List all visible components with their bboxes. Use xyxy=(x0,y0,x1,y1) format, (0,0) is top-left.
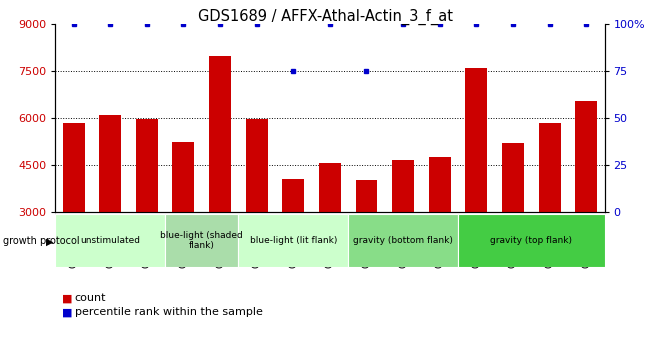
Text: blue-light (lit flank): blue-light (lit flank) xyxy=(250,236,337,245)
Text: gravity (bottom flank): gravity (bottom flank) xyxy=(353,236,453,245)
Bar xyxy=(282,179,304,212)
Bar xyxy=(356,180,378,212)
Bar xyxy=(458,214,604,267)
Text: ■: ■ xyxy=(62,294,72,303)
Bar xyxy=(392,159,414,212)
Bar xyxy=(429,157,450,212)
Bar xyxy=(99,115,121,212)
Bar xyxy=(239,214,348,267)
Bar xyxy=(539,123,560,212)
Text: blue-light (shaded
flank): blue-light (shaded flank) xyxy=(161,231,243,250)
Bar xyxy=(246,119,268,212)
Text: gravity (top flank): gravity (top flank) xyxy=(490,236,572,245)
Text: growth protocol: growth protocol xyxy=(3,237,80,246)
Bar xyxy=(209,56,231,212)
Bar xyxy=(465,68,488,212)
Bar xyxy=(319,162,341,212)
Text: count: count xyxy=(75,294,106,303)
Bar xyxy=(502,143,524,212)
Bar xyxy=(575,101,597,212)
Bar xyxy=(172,142,194,212)
Bar xyxy=(62,123,84,212)
Bar xyxy=(55,214,165,267)
Text: unstimulated: unstimulated xyxy=(80,236,140,245)
Bar xyxy=(165,214,239,267)
Text: GDS1689 / AFFX-Athal-Actin_3_f_at: GDS1689 / AFFX-Athal-Actin_3_f_at xyxy=(198,9,452,25)
Bar xyxy=(136,119,158,212)
Bar xyxy=(348,214,458,267)
Text: percentile rank within the sample: percentile rank within the sample xyxy=(75,307,263,317)
Text: ▶: ▶ xyxy=(46,237,53,246)
Text: ■: ■ xyxy=(62,307,72,317)
